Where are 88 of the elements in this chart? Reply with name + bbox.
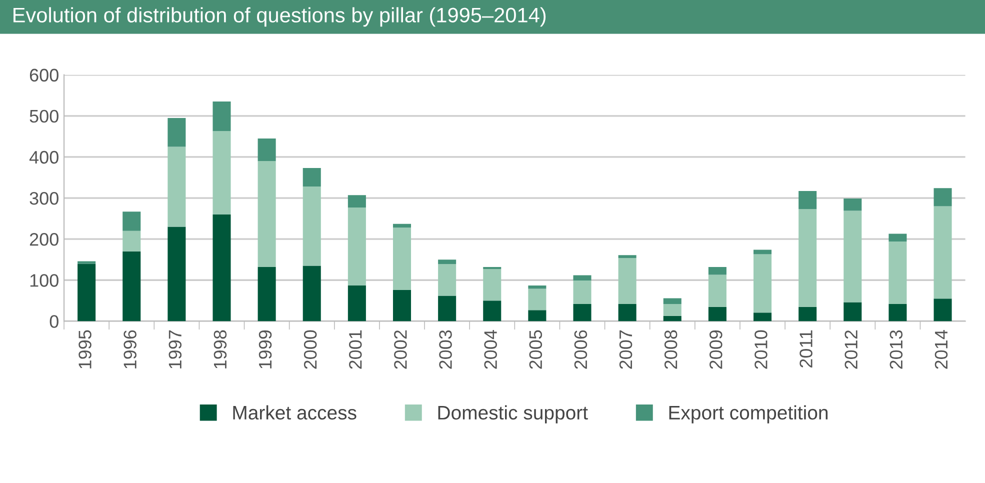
legend-label: Domestic support — [438, 405, 588, 424]
y-tick-label: 300 — [30, 192, 58, 205]
bar — [168, 146, 186, 227]
chart-title: Evolution of distribution of questions by pillar (1995–2014) — [14, 7, 546, 27]
y-tick-label: 0 — [50, 315, 58, 328]
bar — [168, 118, 186, 147]
x-tick-label: 2007 — [619, 330, 632, 369]
bar — [708, 306, 726, 322]
x-tick-label: 2008 — [664, 330, 678, 369]
bar — [122, 251, 141, 322]
bar — [798, 209, 817, 307]
x-tick-label: 1995 — [78, 330, 92, 368]
bar — [302, 186, 321, 266]
bar — [844, 210, 862, 302]
bar — [934, 298, 952, 322]
x-tick-label: 2013 — [890, 330, 903, 369]
bar — [212, 214, 231, 322]
bar — [754, 250, 772, 254]
x-tick-label: 2010 — [754, 330, 768, 369]
bar — [888, 304, 907, 322]
bar — [934, 206, 952, 299]
bar — [438, 296, 456, 322]
bar — [258, 161, 276, 267]
bar — [618, 255, 636, 258]
bar — [168, 226, 186, 322]
bar — [483, 269, 502, 301]
y-tick-label: 200 — [30, 233, 58, 246]
bar — [528, 285, 546, 289]
x-tick-label: 2000 — [304, 330, 317, 369]
x-tick-label: 1996 — [124, 330, 136, 368]
x-tick-label: 2006 — [574, 330, 588, 369]
bar — [663, 298, 682, 304]
legend-label: Market access — [233, 405, 356, 420]
y-tick-label: 600 — [30, 68, 58, 82]
x-tick-label: 1999 — [258, 330, 272, 368]
x-tick-label: 2001 — [349, 330, 362, 369]
bar — [392, 228, 412, 290]
x-tick-label: 2003 — [439, 330, 452, 369]
bar — [348, 285, 366, 322]
bar — [302, 168, 321, 187]
bar — [888, 234, 907, 242]
bar — [392, 290, 412, 322]
bar — [888, 242, 907, 304]
bar — [528, 310, 546, 322]
bar — [754, 312, 772, 322]
bar — [754, 254, 772, 313]
y-tick-label: 400 — [29, 150, 58, 164]
bar — [618, 258, 636, 304]
bar — [258, 267, 276, 322]
bar — [573, 275, 592, 281]
bar — [392, 224, 412, 228]
bar — [122, 230, 141, 252]
bar — [934, 188, 952, 206]
x-tick-label: 2009 — [710, 330, 722, 369]
bar — [573, 304, 592, 322]
bar — [348, 195, 366, 208]
bar — [483, 300, 502, 322]
bar — [258, 138, 276, 162]
y-tick-label: 500 — [30, 110, 58, 123]
bar — [798, 191, 817, 210]
x-tick-label: 2011 — [800, 330, 812, 368]
bar — [663, 304, 682, 316]
bar — [708, 267, 726, 275]
bar — [663, 316, 682, 322]
x-tick-label: 1998 — [214, 330, 227, 368]
x-tick-label: 2002 — [394, 330, 407, 369]
bar — [78, 264, 96, 322]
y-tick-label: 100 — [30, 274, 58, 287]
bar — [528, 288, 546, 310]
x-tick-label: 2005 — [529, 330, 542, 369]
legend-label: Export competition — [669, 405, 828, 424]
x-tick-label: 2014 — [934, 330, 948, 369]
x-tick-label: 2004 — [484, 330, 497, 369]
bar — [844, 302, 862, 322]
bar — [573, 280, 592, 304]
bar — [798, 306, 817, 322]
bar — [844, 198, 862, 211]
bar — [212, 131, 231, 214]
bar — [438, 264, 456, 296]
bar — [302, 266, 321, 322]
x-tick-label: 2012 — [844, 330, 858, 369]
bar — [708, 274, 726, 307]
bar — [438, 260, 456, 264]
bar — [618, 304, 636, 322]
x-tick-label: 1997 — [168, 330, 182, 368]
bar — [348, 207, 366, 286]
bar — [212, 102, 231, 132]
bar — [122, 212, 141, 231]
